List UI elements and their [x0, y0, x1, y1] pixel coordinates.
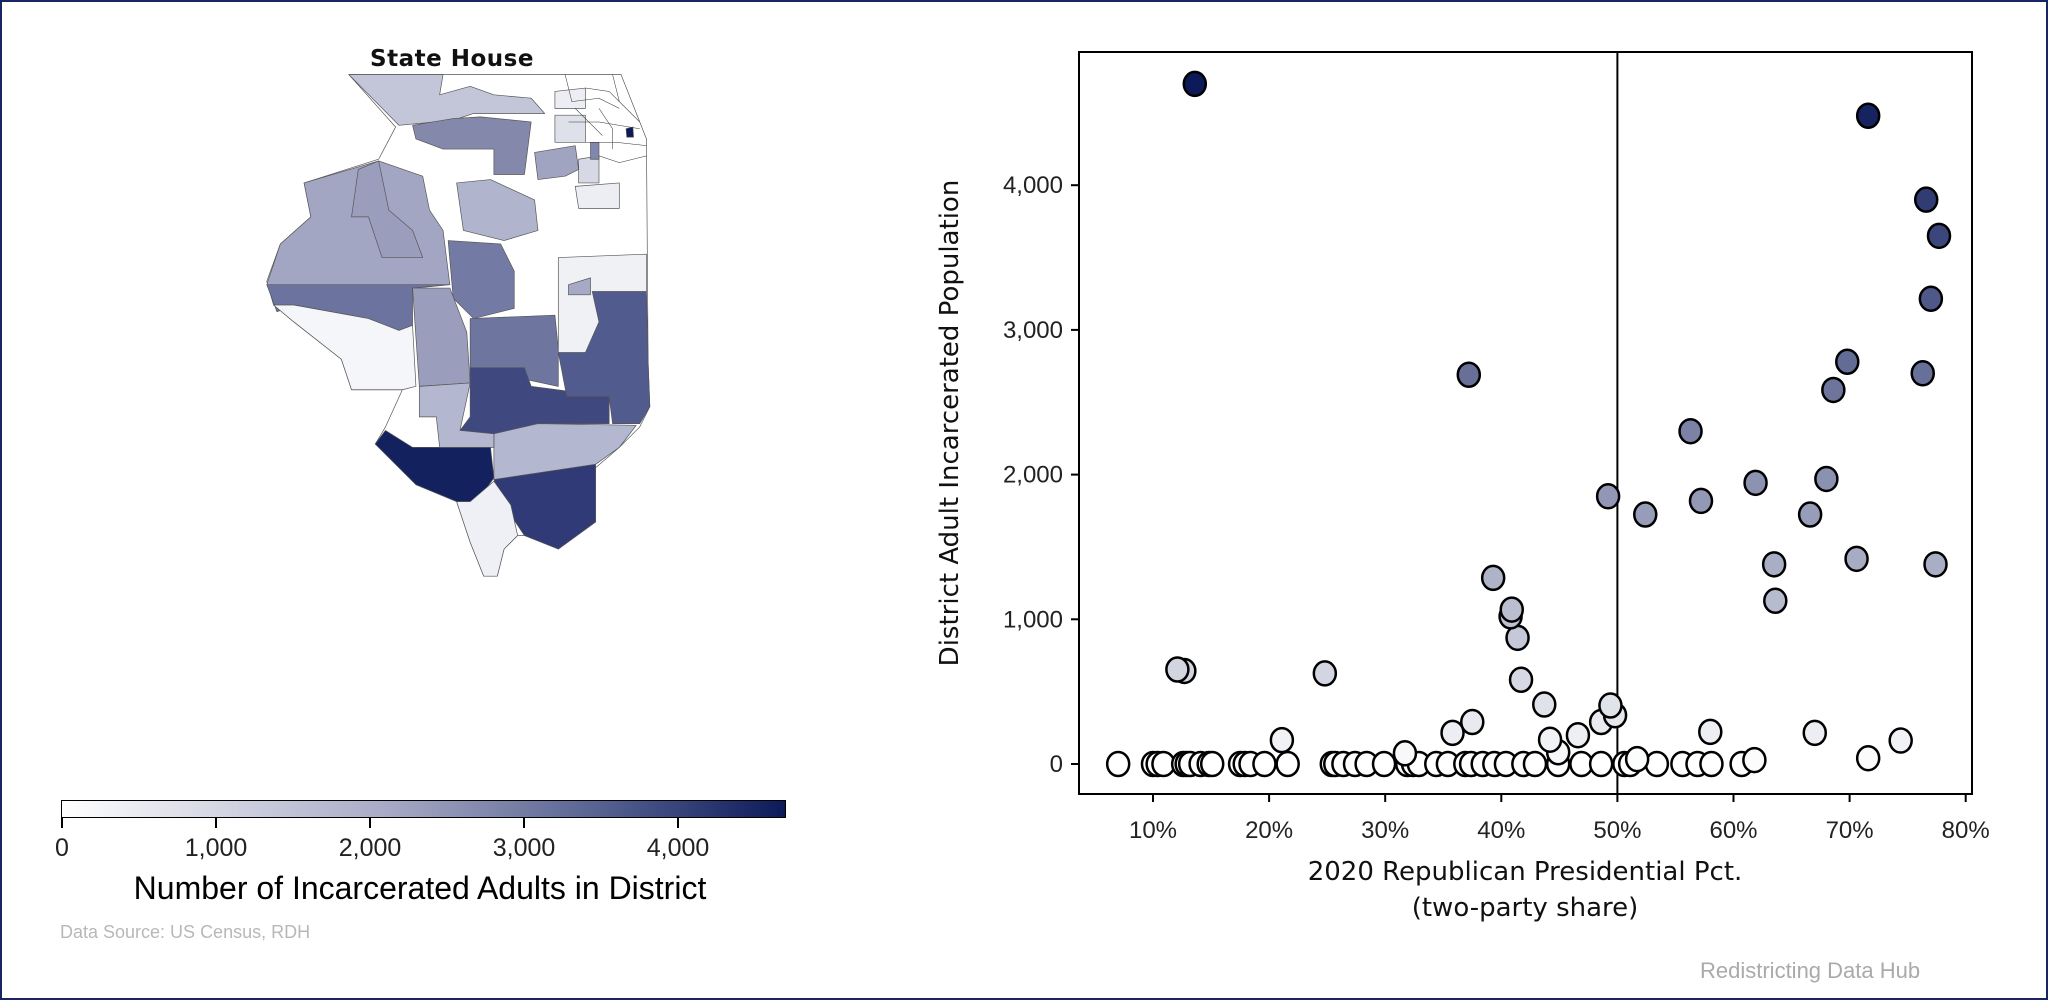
colorbar-tick: [215, 818, 217, 828]
data-point: [1565, 721, 1591, 749]
colorbar-tick-label: 4,000: [646, 834, 710, 862]
data-point: [1698, 718, 1723, 746]
data-point: [1312, 660, 1338, 687]
data-point: [1588, 750, 1614, 778]
colorbar-tick-label: 1,000: [184, 834, 248, 862]
data-point: [1761, 551, 1787, 578]
district: [412, 287, 471, 387]
data-point: [1456, 361, 1482, 389]
data-point: [1532, 691, 1557, 718]
district: [456, 179, 539, 241]
data-point: [1802, 719, 1828, 747]
data-point: [1678, 417, 1703, 445]
data-point: [1644, 750, 1670, 778]
data-point: [1743, 469, 1768, 497]
y-tick-label: 3,000: [1003, 317, 1063, 344]
data-point: [1392, 740, 1418, 767]
district: [412, 116, 532, 175]
colorbar-tick-label: 0: [55, 834, 69, 862]
data-point: [1821, 376, 1846, 404]
data-point: [1855, 102, 1881, 129]
district: [554, 87, 586, 109]
colorbar-tick-label: 2,000: [338, 834, 402, 862]
x-tick-label: 20%: [1245, 817, 1293, 844]
district: [351, 160, 424, 258]
data-point: [1923, 551, 1948, 578]
map-title: State House: [370, 46, 534, 72]
colorbar-tick: [523, 818, 525, 828]
colorbar-tick: [61, 818, 63, 828]
data-point: [1855, 744, 1881, 772]
district: [456, 480, 518, 577]
data-point: [1688, 487, 1714, 515]
data-point: [1252, 750, 1277, 778]
district: [568, 277, 591, 296]
data-point: [1888, 727, 1913, 754]
data-point: [1814, 465, 1839, 493]
x-tick-label: 70%: [1826, 817, 1874, 844]
data-source-note: Data Source: US Census, RDH: [60, 922, 311, 942]
data-point: [1797, 501, 1823, 528]
data-point: [1598, 692, 1623, 719]
data-point: [1537, 726, 1563, 753]
data-point: [1522, 750, 1548, 778]
illinois-district-map: [266, 74, 651, 577]
data-point: [1763, 587, 1788, 615]
district: [459, 367, 610, 435]
data-point: [1742, 746, 1767, 774]
y-tick-label: 2,000: [1003, 462, 1063, 489]
district: [534, 145, 579, 180]
data-point: [1844, 545, 1869, 573]
data-point: [1499, 596, 1524, 623]
plot-frame: [1078, 51, 1973, 795]
data-point: [1182, 70, 1208, 98]
x-tick-label: 10%: [1129, 817, 1177, 844]
x-tick-label: 50%: [1593, 817, 1641, 844]
data-point: [1199, 750, 1225, 778]
data-point: [1633, 501, 1658, 528]
data-point: [1913, 186, 1939, 213]
data-point: [1699, 750, 1724, 778]
x-axis-label-line2: (two-party share): [1412, 893, 1639, 923]
data-point: [1624, 745, 1650, 773]
credit-text: Redistricting Data Hub: [1700, 958, 1921, 983]
colorbar-tick: [369, 818, 371, 828]
data-point: [1918, 285, 1944, 313]
y-axis-label: District Adult Incarcerated Population: [935, 180, 965, 667]
colorbar-label: Number of Incarcerated Adults in Distric…: [133, 870, 707, 906]
district: [418, 382, 495, 448]
y-tick-label: 0: [1050, 751, 1063, 778]
data-point: [1926, 222, 1952, 250]
district: [574, 182, 620, 209]
x-tick-label: 40%: [1477, 817, 1525, 844]
x-tick-label: 80%: [1942, 817, 1990, 844]
x-axis-label: 2020 Republican Presidential Pct.: [1308, 857, 1743, 887]
colorbar-tick: [677, 818, 679, 828]
data-point: [1835, 348, 1860, 375]
data-point: [1480, 564, 1506, 592]
y-tick-label: 1,000: [1003, 606, 1063, 633]
x-tick-label: 30%: [1361, 817, 1409, 844]
y-tick-label: 4,000: [1003, 172, 1063, 199]
data-point: [1165, 656, 1190, 683]
data-point: [1275, 750, 1300, 778]
x-tick-label: 60%: [1709, 817, 1757, 844]
data-point: [1508, 666, 1534, 694]
data-point: [1440, 719, 1465, 747]
data-point: [1910, 360, 1935, 387]
colorbar-tick-label: 3,000: [492, 834, 556, 862]
district: [625, 126, 634, 138]
colorbar: [61, 800, 786, 818]
data-point: [1371, 750, 1397, 778]
data-point: [1269, 726, 1295, 754]
district: [273, 304, 417, 391]
data-point: [1460, 708, 1485, 736]
data-point: [1595, 483, 1621, 510]
data-point: [1105, 750, 1131, 778]
district: [557, 253, 647, 353]
